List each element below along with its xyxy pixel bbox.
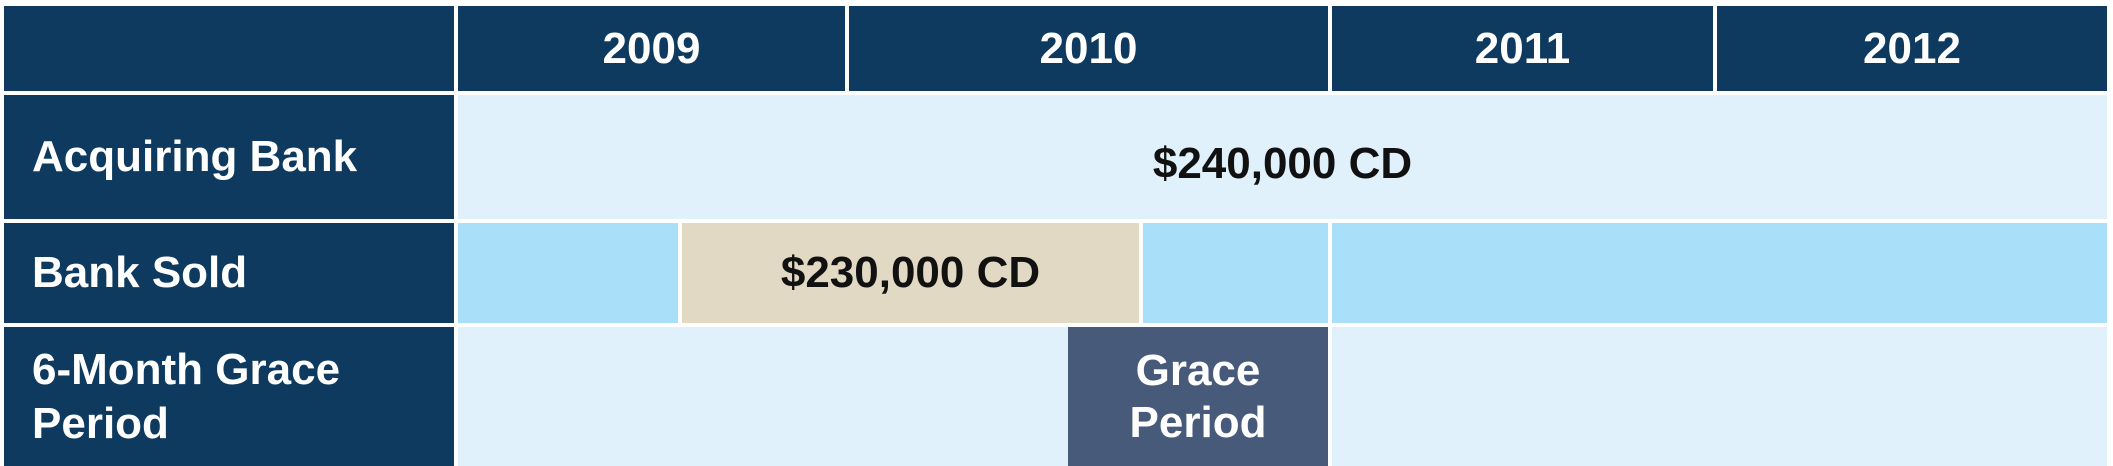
- year-header-2011: 2011: [1332, 6, 1713, 91]
- grace-row-timeline-segment: [1332, 327, 2107, 466]
- grace-period-bar-line1: Grace: [1135, 345, 1261, 395]
- bank-sold-timeline-segment: [1332, 223, 2107, 323]
- row-label-grace-period-line1: 6-Month Grace: [32, 344, 341, 394]
- row-label-grace-period: 6-Month Grace Period: [4, 327, 454, 466]
- grace-row-timeline-segment: [458, 327, 1068, 466]
- acquiring-bank-cd-bar: $240,000 CD: [458, 95, 2107, 219]
- bank-sold-cd-bar: $230,000 CD: [682, 223, 1139, 323]
- grace-period-bar: Grace Period: [1068, 327, 1328, 466]
- bank-sold-timeline-segment: [1143, 223, 1328, 323]
- row-label-acquiring-bank: Acquiring Bank: [4, 95, 454, 219]
- row-label-bank-sold: Bank Sold: [4, 223, 454, 323]
- year-header-2012: 2012: [1717, 6, 2107, 91]
- row-label-grace-period-line2: Period: [32, 398, 169, 448]
- bank-sold-timeline-segment: [458, 223, 678, 323]
- header-corner-cell: [4, 6, 454, 91]
- grace-period-bar-line2: Period: [1129, 397, 1267, 447]
- year-header-2010: 2010: [849, 6, 1328, 91]
- year-header-2009: 2009: [458, 6, 845, 91]
